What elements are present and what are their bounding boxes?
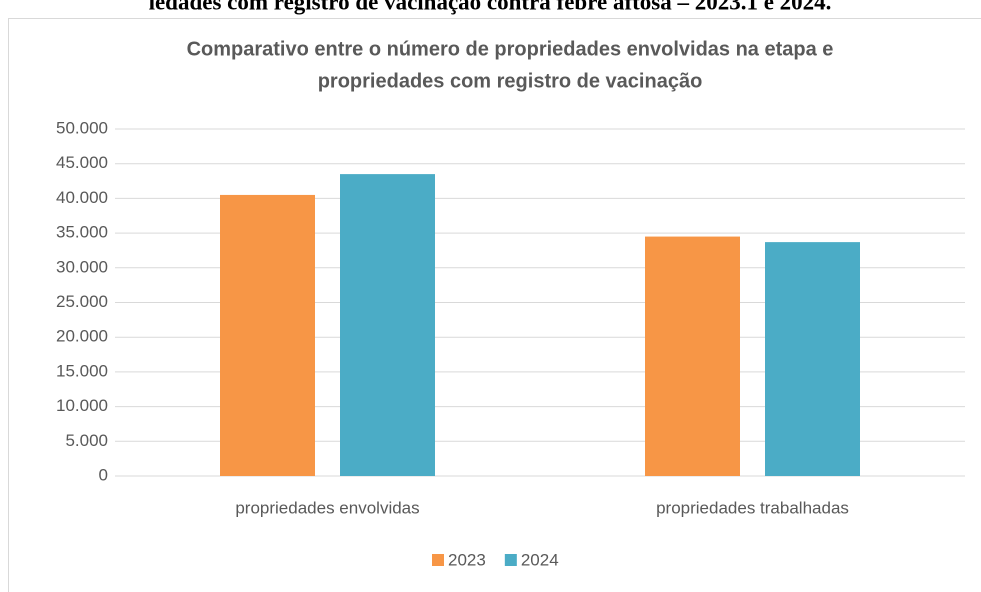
y-tick-label: 35.000 xyxy=(56,223,108,242)
legend-label: 2023 xyxy=(448,550,486,569)
chart-title: Comparativo entre o número de propriedad… xyxy=(187,38,834,60)
chart-title: propriedades com registro de vacinação xyxy=(318,70,703,92)
x-tick-label: propriedades trabalhadas xyxy=(656,498,849,517)
chart-border xyxy=(8,18,981,592)
y-tick-label: 10.000 xyxy=(56,396,108,415)
header-text: iedades com registro de vacinação contra… xyxy=(149,0,832,14)
bar xyxy=(220,194,315,476)
x-tick-label: propriedades envolvidas xyxy=(235,498,419,517)
bar xyxy=(340,174,435,477)
legend-swatch xyxy=(432,554,444,566)
y-tick-label: 5.000 xyxy=(65,431,108,450)
y-tick-label: 40.000 xyxy=(56,188,108,207)
y-tick-label: 50.000 xyxy=(56,118,108,137)
legend-swatch xyxy=(504,554,517,566)
y-tick-label: 20.000 xyxy=(56,327,108,346)
legend-label: 2024 xyxy=(521,550,559,569)
bar xyxy=(765,242,860,476)
y-tick-label: 45.000 xyxy=(56,153,108,172)
bar xyxy=(645,236,740,476)
y-tick-label: 30.000 xyxy=(56,257,108,276)
y-tick-label: 25.000 xyxy=(56,292,108,311)
y-tick-label: 15.000 xyxy=(56,361,108,380)
y-tick-label: 0 xyxy=(99,465,108,484)
